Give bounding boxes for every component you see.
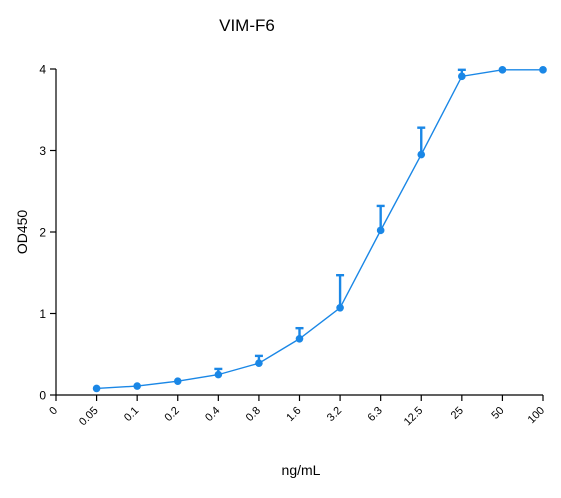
series-plot (92, 66, 547, 393)
x-tick-label: 25 (449, 405, 466, 422)
y-tick-label: 4 (39, 63, 46, 77)
y-tick-label: 1 (39, 307, 46, 321)
x-tick-label: 50 (489, 405, 506, 422)
y-tick-label: 2 (39, 226, 46, 240)
x-tick-label: 6.3 (365, 405, 384, 424)
x-tick-label: 12.5 (402, 405, 426, 429)
data-point (295, 334, 304, 343)
x-tick-label: 1.6 (284, 405, 303, 424)
data-point (173, 377, 182, 385)
x-tick-label: 0 (47, 405, 60, 418)
x-tick-label: 0.8 (244, 405, 263, 424)
data-point (539, 66, 547, 74)
x-tick-label: 0.05 (77, 405, 101, 429)
x-tick-label: 0.4 (203, 405, 222, 424)
x-tick-label: 100 (526, 405, 547, 426)
data-point (417, 150, 426, 159)
x-tick-label: 0.1 (122, 405, 141, 424)
data-point (92, 384, 101, 393)
y-tick-label: 0 (39, 389, 46, 403)
data-point (376, 226, 385, 235)
axes: 0 1 2 3 4 0 0.05 0.1 0.2 0.4 0.8 1.6 3.2 6.3 12.5 25 50 1… (39, 63, 547, 429)
chart-title: VIM-F6 (219, 16, 275, 35)
data-point (255, 359, 263, 368)
y-tick-label: 3 (39, 144, 46, 158)
data-point (133, 382, 141, 390)
y-axis-label: OD450 (14, 210, 30, 255)
series-line (96, 69, 543, 390)
data-point (336, 303, 344, 312)
x-tick-label: 0.2 (163, 405, 182, 424)
data-point (214, 370, 223, 379)
data-point (458, 72, 466, 81)
x-tick-label: 3.2 (325, 405, 344, 424)
data-point (498, 66, 507, 74)
x-axis-label: ng/mL (282, 462, 321, 478)
